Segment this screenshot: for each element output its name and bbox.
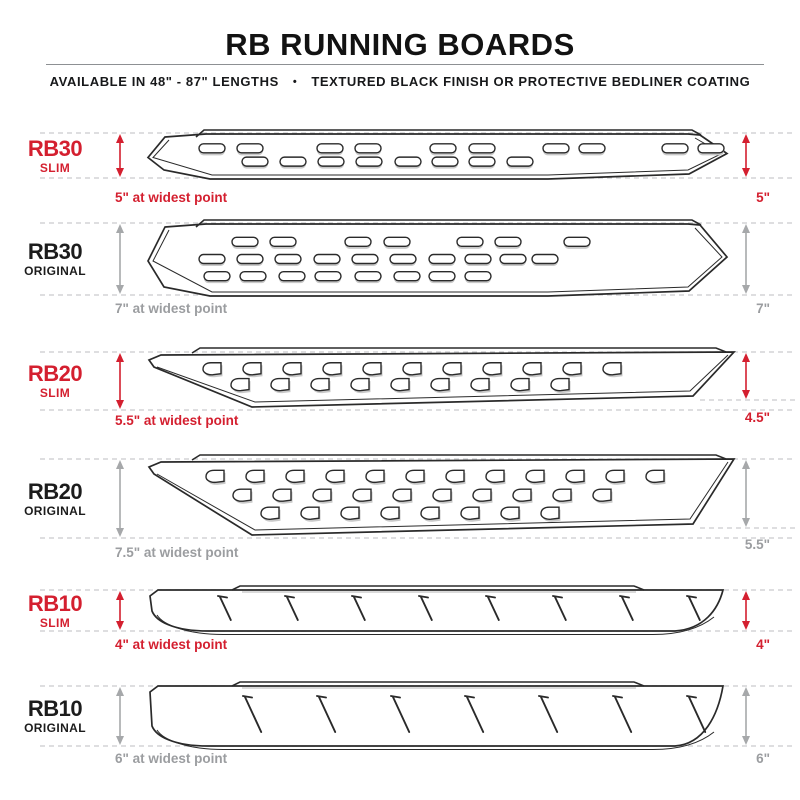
right-dimension-arrow	[742, 224, 750, 294]
left-dimension-arrow	[116, 460, 124, 537]
subtitle-finish: TEXTURED BLACK FINISH OR PROTECTIVE BEDL…	[311, 74, 751, 89]
right-dimension-arrow	[742, 687, 750, 745]
model-label-rb20-slim: RB20 SLIM	[0, 361, 110, 400]
right-dimension-arrow	[742, 591, 750, 630]
side-dimension: 4.5"	[744, 410, 770, 425]
left-dimension-arrow	[116, 134, 124, 177]
board-edge-detail	[152, 227, 723, 293]
board-drawing	[149, 681, 725, 750]
board-edge-detail	[156, 354, 729, 403]
model-name: RB10	[27, 696, 83, 721]
board-outline	[149, 685, 725, 747]
width-note: 4" at widest point	[115, 637, 228, 652]
subtitle-lengths: AVAILABLE IN 48" - 87" LENGTHS	[49, 74, 279, 89]
board-diagram-rb10-original	[40, 681, 795, 750]
model-label-rb30-original: RB30 ORIGINAL	[0, 239, 110, 278]
board-diagram-rb10-slim	[40, 585, 795, 635]
board-drawing	[146, 129, 729, 180]
bullet-separator: •	[292, 76, 298, 88]
model-name: RB20	[27, 478, 83, 504]
board-drawing	[147, 454, 736, 536]
board-diagram-rb20-original	[40, 454, 795, 539]
top-step-strip	[191, 454, 727, 461]
board-row-rb30-original: RB30 ORIGINAL 7" at widest point 7"	[0, 210, 800, 330]
title-divider	[46, 64, 764, 65]
model-label-rb10-original: RB10 ORIGINAL	[0, 696, 110, 735]
variant-name: ORIGINAL	[24, 264, 86, 278]
top-step-strip	[195, 219, 702, 228]
right-dimension-arrow	[742, 353, 750, 399]
board-diagram-rb20-slim	[40, 347, 795, 411]
variant-name: SLIM	[39, 615, 71, 630]
board-edge-detail	[156, 461, 729, 531]
side-dimension: 5"	[756, 190, 770, 205]
left-dimension-arrow	[116, 687, 124, 745]
right-dimension-arrow	[742, 134, 750, 177]
right-dimension-arrow	[742, 460, 750, 527]
page-title: RB RUNNING BOARDS	[225, 27, 575, 62]
width-note: 5" at widest point	[115, 190, 228, 205]
top-step-strip	[231, 585, 645, 591]
board-row-rb20-original: RB20 ORIGINAL 7.5" at widest point 5.5"	[0, 445, 800, 570]
top-step-strip	[231, 681, 645, 687]
board-row-rb10-original: RB10 ORIGINAL 6" at widest point 6"	[0, 660, 800, 790]
board-row-rb20-slim: RB20 SLIM 5.5" at widest point 4.5"	[0, 330, 800, 445]
side-dimension: 6"	[756, 751, 770, 766]
left-dimension-arrow	[116, 353, 124, 409]
board-diagram-rb30-slim	[40, 129, 795, 180]
width-note: 7.5" at widest point	[115, 545, 239, 560]
side-dimension: 4"	[756, 637, 770, 652]
board-edge-detail	[156, 614, 715, 635]
board-row-rb10-slim: RB10 SLIM 4" at widest point 4"	[0, 570, 800, 660]
board-drawing	[147, 219, 729, 297]
width-note: 7" at widest point	[115, 301, 228, 316]
model-name: RB30	[27, 135, 83, 161]
board-edge-detail	[156, 729, 715, 750]
board-diagram-rb30-original	[40, 219, 795, 297]
variant-name: ORIGINAL	[24, 721, 86, 735]
left-dimension-arrow	[116, 224, 124, 294]
variant-name: ORIGINAL	[24, 503, 86, 518]
variant-name: SLIM	[39, 160, 71, 175]
model-label-rb20-original: RB20 ORIGINAL	[0, 478, 110, 518]
model-name: RB30	[27, 239, 83, 264]
model-label-rb10-slim: RB10 SLIM	[0, 590, 110, 630]
variant-name: SLIM	[39, 386, 71, 400]
left-dimension-arrow	[116, 591, 124, 630]
width-note: 5.5" at widest point	[115, 413, 239, 428]
board-drawing	[147, 347, 736, 408]
model-name: RB20	[27, 361, 83, 386]
board-drawing	[149, 585, 725, 635]
side-dimension: 5.5"	[744, 537, 770, 552]
subtitle: AVAILABLE IN 48" - 87" LENGTHS • TEXTURED …	[0, 74, 800, 89]
side-dimension: 7"	[756, 301, 770, 316]
width-note: 6" at widest point	[115, 751, 228, 766]
model-name: RB10	[27, 590, 83, 616]
board-outline	[149, 589, 725, 632]
model-label-rb30-slim: RB30 SLIM	[0, 135, 110, 175]
top-step-strip	[191, 347, 727, 354]
board-row-rb30-slim: RB30 SLIM 5" at widest point 5"	[0, 115, 800, 210]
top-step-strip	[195, 129, 702, 138]
